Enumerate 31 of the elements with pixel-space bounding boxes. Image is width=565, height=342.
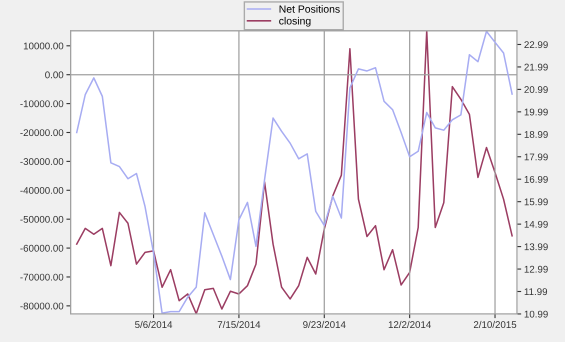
y2-tick-label: 13.99 (524, 243, 548, 250)
y-tick-label: -80000.00 (20, 302, 64, 310)
x-tick-label: 2/10/2015 (474, 320, 516, 328)
y2-tick-label: 22.99 (524, 41, 548, 48)
y2-tick-label: 18.99 (524, 131, 548, 138)
y-tick-label: -60000.00 (20, 244, 64, 252)
y-tick-label: -70000.00 (20, 274, 64, 281)
y-tick-label: -10000.00 (20, 100, 64, 108)
y2-tick-label: 15.99 (524, 198, 548, 206)
line-series (76, 30, 513, 314)
y-tick-label: 10000.00 (24, 42, 64, 50)
y-tick-label: -20000.00 (20, 129, 64, 136)
y2-tick-label: 21.99 (524, 64, 548, 71)
y2-tick-label: 20.99 (524, 86, 548, 94)
legend-label: closing (279, 16, 310, 27)
x-tick-label: 5/6/2014 (135, 320, 172, 328)
legend-label: Net Positions (280, 5, 340, 13)
x-tick-label: 9/23/2014 (303, 320, 346, 328)
y-tick-label: -40000.00 (20, 187, 64, 194)
y-tick-label: -30000.00 (20, 158, 64, 166)
x-tick-label: 12/2/2014 (388, 320, 431, 328)
y2-tick-label: 12.99 (524, 266, 548, 273)
y2-tick-label: 14.99 (524, 220, 548, 228)
y2-tick-label: 11.99 (524, 288, 548, 296)
y2-tick-label: 16.99 (524, 176, 548, 183)
y2-tick-label: 19.99 (524, 108, 548, 116)
y-tick-label: -50000.00 (20, 216, 64, 223)
y2-tick-label: 17.99 (524, 153, 548, 160)
y-tick-label: 0.00 (45, 71, 64, 78)
y2-tick-label: 10.99 (524, 310, 548, 318)
x-tick-label: 7/15/2014 (218, 320, 260, 328)
